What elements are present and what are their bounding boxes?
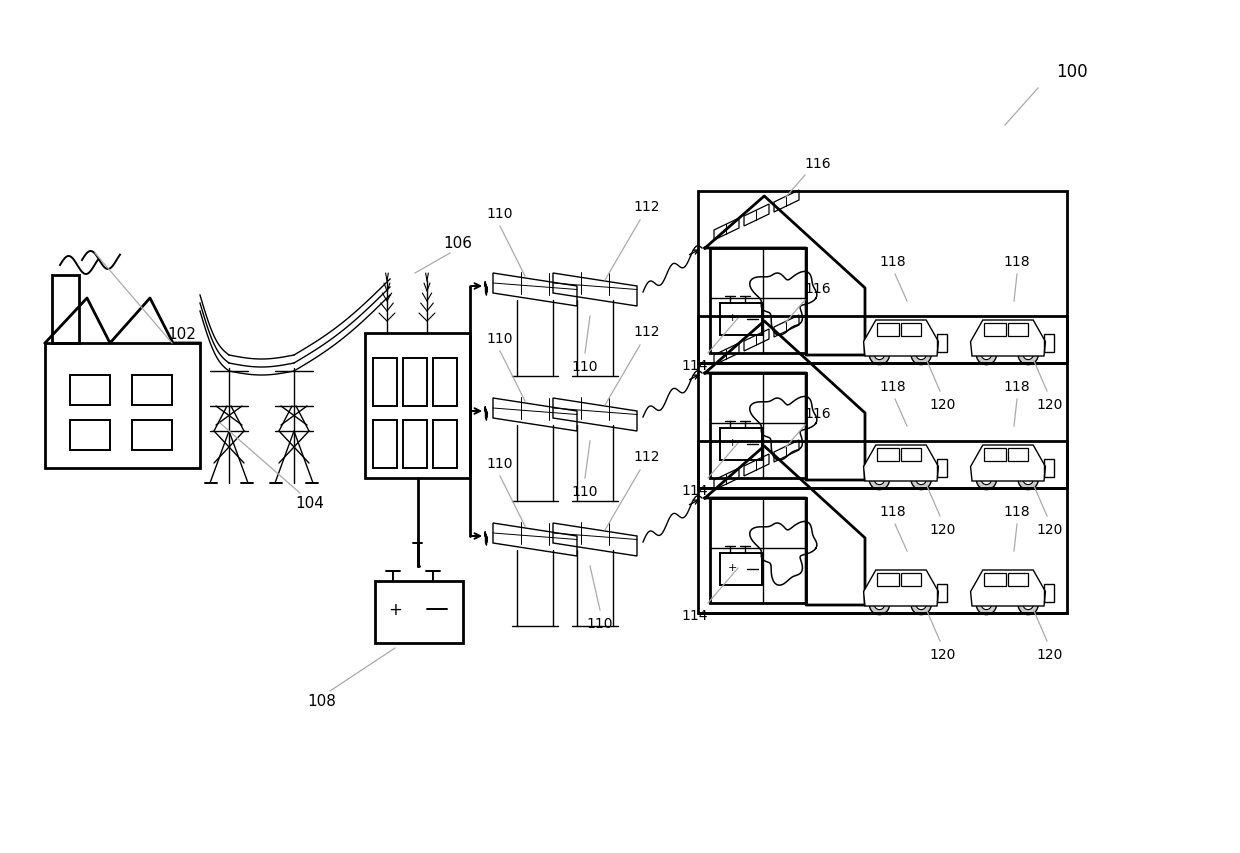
- Text: 114: 114: [682, 358, 708, 373]
- Text: 110: 110: [487, 206, 513, 221]
- Text: 118: 118: [1003, 255, 1030, 269]
- Circle shape: [916, 350, 926, 360]
- Circle shape: [976, 470, 997, 490]
- Text: 114: 114: [682, 484, 708, 497]
- Text: 110: 110: [487, 332, 513, 345]
- Text: 110: 110: [572, 360, 598, 374]
- Circle shape: [1018, 345, 1038, 365]
- Circle shape: [916, 475, 926, 485]
- Circle shape: [1023, 600, 1033, 610]
- Circle shape: [874, 600, 884, 610]
- Text: 102: 102: [167, 327, 196, 342]
- Polygon shape: [971, 321, 1045, 357]
- Text: 100: 100: [1056, 63, 1087, 81]
- Text: 120: 120: [930, 522, 956, 537]
- Circle shape: [1023, 350, 1033, 360]
- Circle shape: [869, 470, 889, 490]
- Text: 120: 120: [930, 647, 956, 661]
- Polygon shape: [863, 321, 939, 357]
- Text: +: +: [388, 601, 402, 618]
- Text: +: +: [728, 313, 737, 322]
- Circle shape: [976, 595, 997, 615]
- Text: 114: 114: [682, 608, 708, 623]
- Text: +: +: [728, 562, 737, 572]
- Text: 106: 106: [444, 236, 472, 251]
- Text: 116: 116: [805, 157, 831, 171]
- Text: 116: 116: [805, 407, 831, 421]
- Circle shape: [911, 595, 931, 615]
- Circle shape: [911, 470, 931, 490]
- Circle shape: [1018, 470, 1038, 490]
- Circle shape: [869, 595, 889, 615]
- Circle shape: [976, 345, 997, 365]
- Circle shape: [874, 475, 884, 485]
- Circle shape: [1023, 475, 1033, 485]
- Polygon shape: [971, 445, 1045, 481]
- Circle shape: [981, 600, 992, 610]
- Text: 110: 110: [487, 456, 513, 471]
- Text: 120: 120: [1037, 522, 1063, 537]
- Circle shape: [911, 345, 931, 365]
- Text: 118: 118: [879, 504, 906, 519]
- Circle shape: [874, 350, 884, 360]
- Text: 118: 118: [879, 255, 906, 269]
- Text: 112: 112: [634, 450, 660, 463]
- Circle shape: [869, 345, 889, 365]
- Circle shape: [981, 350, 992, 360]
- Polygon shape: [863, 445, 939, 481]
- Text: 108: 108: [308, 693, 336, 709]
- Text: 112: 112: [634, 325, 660, 339]
- Text: 120: 120: [930, 397, 956, 411]
- Text: 112: 112: [634, 200, 660, 214]
- Text: 116: 116: [805, 281, 831, 296]
- Polygon shape: [971, 571, 1045, 606]
- Text: 104: 104: [295, 496, 325, 511]
- Circle shape: [981, 475, 992, 485]
- Text: 118: 118: [1003, 380, 1030, 393]
- Text: +: +: [728, 438, 737, 448]
- Text: 120: 120: [1037, 397, 1063, 411]
- Text: 110: 110: [587, 616, 614, 630]
- Circle shape: [1018, 595, 1038, 615]
- Text: 118: 118: [1003, 504, 1030, 519]
- Circle shape: [916, 600, 926, 610]
- Text: 110: 110: [572, 485, 598, 498]
- Text: 120: 120: [1037, 647, 1063, 661]
- Polygon shape: [863, 571, 939, 606]
- Text: 118: 118: [879, 380, 906, 393]
